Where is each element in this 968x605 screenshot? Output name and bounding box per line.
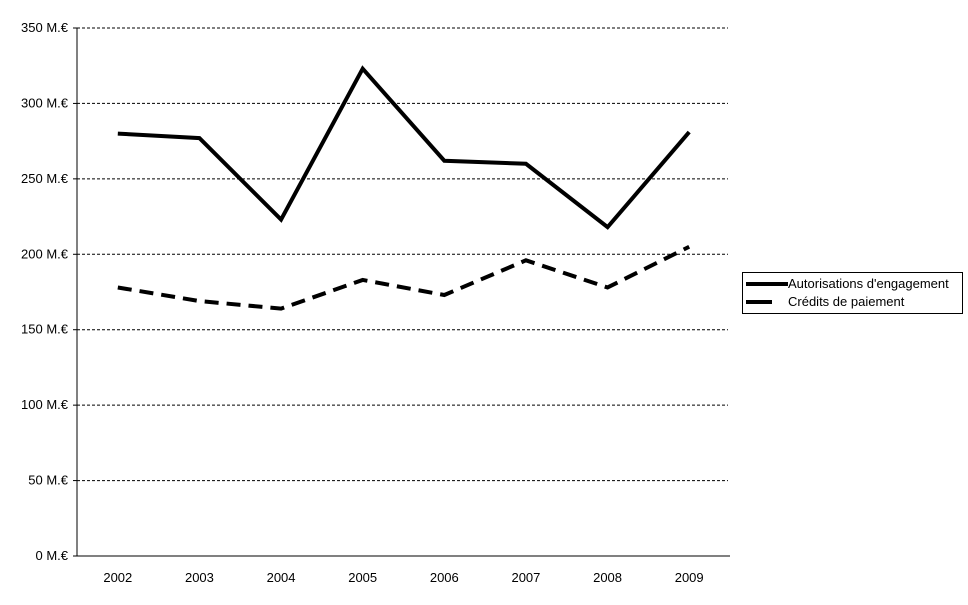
x-axis-label: 2003 (185, 570, 214, 585)
x-axis-label: 2008 (593, 570, 622, 585)
y-axis-label: 200 M.€ (21, 246, 69, 261)
legend-label-credits: Crédits de paiement (788, 294, 905, 309)
x-axis-label: 2009 (675, 570, 704, 585)
legend: Autorisations d'engagement Crédits de pa… (742, 272, 963, 314)
y-axis-label: 0 M.€ (35, 548, 68, 563)
y-axis-label: 150 M.€ (21, 322, 69, 337)
legend-item-autorisations: Autorisations d'engagement (746, 275, 959, 293)
x-axis-label: 2004 (267, 570, 296, 585)
y-axis-label: 100 M.€ (21, 397, 69, 412)
legend-key (746, 300, 788, 304)
legend-key (746, 282, 788, 286)
solid-line-sample-icon (746, 282, 788, 286)
x-axis-label: 2005 (348, 570, 377, 585)
x-axis-label: 2007 (511, 570, 540, 585)
y-axis-label: 250 M.€ (21, 171, 69, 186)
legend-item-credits: Crédits de paiement (746, 293, 959, 311)
legend-label-autorisations: Autorisations d'engagement (788, 276, 949, 291)
series-line-solid (117, 65, 691, 230)
series-line-dashed (117, 244, 691, 311)
dashed-line-sample-icon (746, 300, 772, 304)
y-axis-label: 350 M.€ (21, 20, 69, 35)
x-axis-label: 2006 (430, 570, 459, 585)
y-axis-label: 50 M.€ (28, 473, 69, 488)
x-axis-label: 2002 (103, 570, 132, 585)
y-axis-label: 300 M.€ (21, 95, 69, 110)
